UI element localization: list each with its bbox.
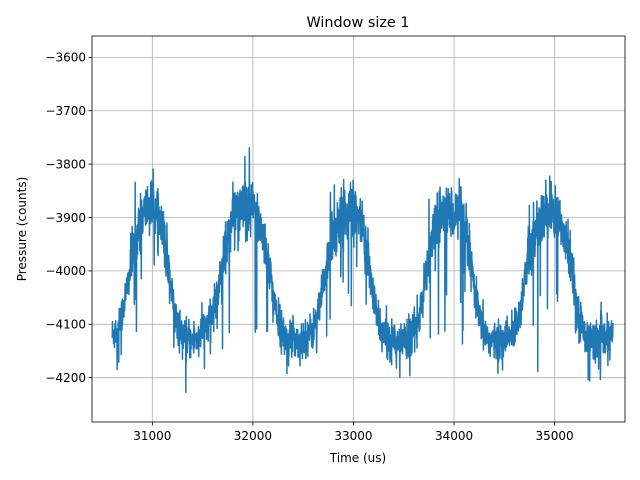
x-tick-label: 32000 <box>234 429 272 443</box>
y-tick-label: −3900 <box>45 211 86 225</box>
y-tick-label: −3700 <box>45 104 86 118</box>
series <box>111 147 614 394</box>
x-tick-label: 31000 <box>133 429 171 443</box>
x-tick-label: 35000 <box>536 429 574 443</box>
y-tick-label: −4200 <box>45 371 86 385</box>
pressure-series-line <box>111 147 614 394</box>
chart-title: Window size 1 <box>307 15 410 31</box>
y-axis: −4200 −4100 −4000 −3900 −3800 −3700 −3600 <box>45 51 92 385</box>
y-tick-label: −3800 <box>45 157 86 171</box>
y-tick-label: −4100 <box>45 318 86 332</box>
x-tick-label: 33000 <box>334 429 372 443</box>
grid <box>92 36 625 422</box>
y-tick-label: −3600 <box>45 51 86 65</box>
plot-frame <box>91 35 626 423</box>
y-tick-label: −4000 <box>45 264 86 278</box>
x-tick-label: 34000 <box>435 429 473 443</box>
x-axis: 31000 32000 33000 34000 35000 <box>133 422 574 443</box>
x-axis-label: Time (us) <box>329 451 386 465</box>
y-axis-label: Pressure (counts) <box>15 177 29 282</box>
